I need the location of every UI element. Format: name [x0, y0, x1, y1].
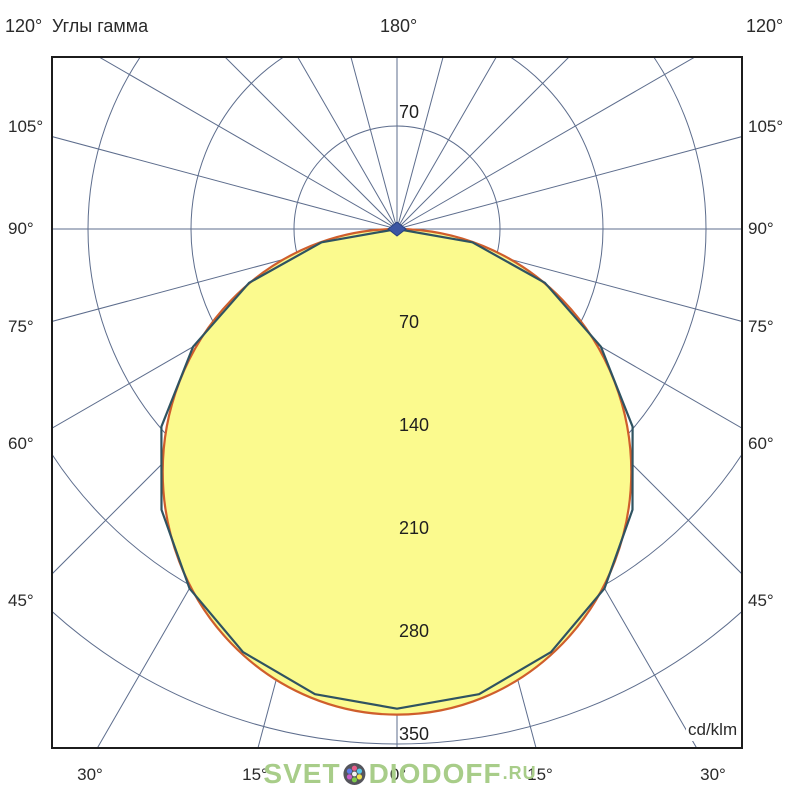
gamma-angle-label-top-left: 120°: [5, 16, 43, 36]
gamma-angle-label-left-60: 60°: [8, 434, 34, 453]
radial-tick-210: 210: [399, 518, 430, 538]
gamma-angle-label-right-75: 75°: [748, 317, 774, 336]
radial-tick-280: 280: [399, 621, 430, 641]
page-title: Углы гамма: [52, 16, 149, 36]
svetodiodoff-logo-icon: [343, 763, 366, 785]
gamma-angle-label-left-105: 105°: [8, 117, 44, 136]
radial-tick-70: 70: [399, 312, 420, 332]
radial-tick-70-top: 70: [399, 102, 420, 122]
gamma-angle-label-right-60: 60°: [748, 434, 774, 453]
unit-label: cd/klm: [686, 719, 740, 741]
gamma-angle-label-bottom-15l: 15°: [242, 765, 268, 784]
gamma-angle-label-left-90: 90°: [8, 219, 34, 238]
gamma-angle-label-right-90: 90°: [748, 219, 774, 238]
radial-tick-140: 140: [399, 415, 430, 435]
gamma-angle-label-bottom-15r: 15°: [527, 765, 553, 784]
watermark-text-svet: SVET: [263, 758, 341, 789]
gamma-angle-label-left-75: 75°: [8, 317, 34, 336]
radial-tick-350: 350: [399, 724, 430, 744]
gamma-angle-label-bottom-30l: 30°: [77, 765, 103, 784]
gamma-angle-label-top-right: 120°: [746, 16, 784, 36]
gamma-angle-label-bottom-0: 0°: [389, 765, 407, 784]
gamma-angle-label-bottom-30r: 30°: [700, 765, 726, 784]
gamma-angle-label-left-45: 45°: [8, 591, 34, 610]
gamma-angle-label-right-45: 45°: [748, 591, 774, 610]
gamma-angle-label-180: 180°: [380, 16, 418, 36]
watermark: SVET DIODOFF .RU: [263, 758, 536, 790]
gamma-angle-label-right-105: 105°: [748, 117, 784, 136]
watermark-text-ru: .RU: [502, 763, 537, 783]
watermark-text-diodoff: DIODOFF: [368, 758, 502, 789]
